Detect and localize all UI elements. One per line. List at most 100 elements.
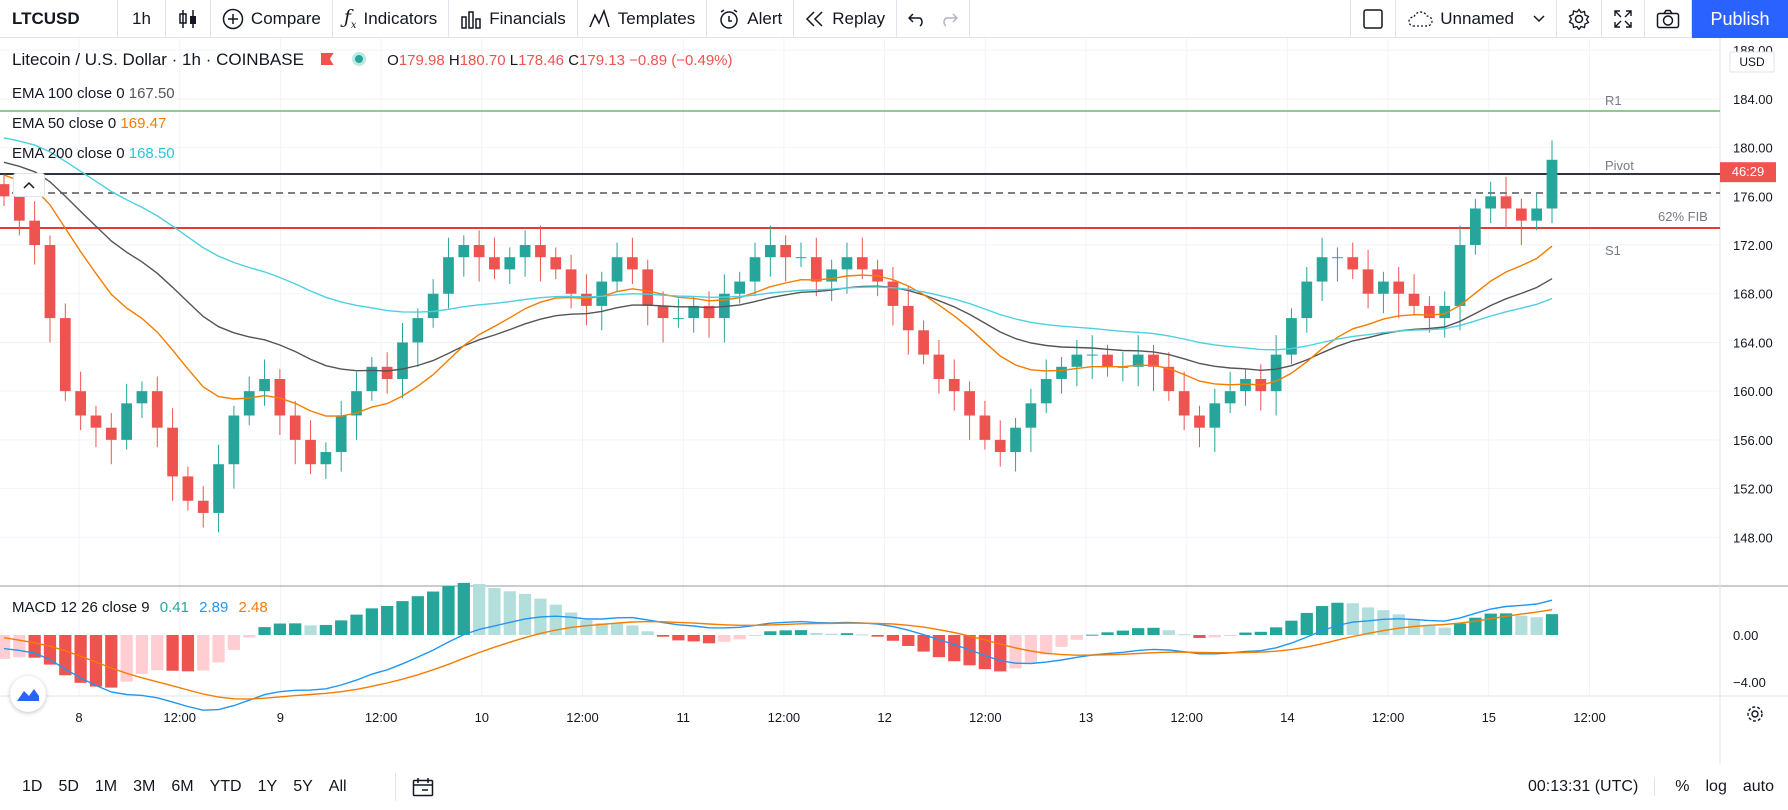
candle-body bbox=[351, 391, 362, 416]
candle-body bbox=[105, 427, 117, 440]
templates-button[interactable]: Templates bbox=[578, 0, 708, 38]
macd-histogram-bar bbox=[994, 635, 1007, 672]
price-tick-label: 168.00 bbox=[1733, 287, 1773, 302]
compare-button[interactable]: Compare bbox=[211, 0, 333, 38]
date-range-button[interactable] bbox=[394, 773, 439, 801]
candle-body bbox=[13, 196, 25, 221]
macd-histogram-bar bbox=[89, 635, 103, 687]
ema200-line[interactable] bbox=[3, 137, 1553, 351]
macd-legend[interactable]: MACD 12 26 close 9 0.41 2.89 2.48 bbox=[12, 599, 268, 616]
macd-histogram-bar bbox=[166, 635, 179, 671]
candle-body bbox=[1424, 305, 1435, 319]
macd-histogram-bar bbox=[1193, 635, 1206, 638]
range-button-3m[interactable]: 3M bbox=[133, 778, 156, 795]
axis-settings-gear-icon[interactable] bbox=[1747, 706, 1763, 722]
macd-line[interactable] bbox=[3, 599, 1553, 711]
redo-icon[interactable] bbox=[940, 11, 959, 27]
macd-histogram-bar bbox=[1346, 603, 1359, 635]
clock-display[interactable]: 00:13:31 (UTC) bbox=[1520, 778, 1656, 796]
fullscreen-button[interactable] bbox=[1602, 0, 1645, 38]
ema100-line[interactable] bbox=[3, 161, 1553, 372]
candle-body bbox=[243, 391, 255, 416]
time-tick-label: 12:00 bbox=[566, 710, 599, 725]
auto-toggle[interactable]: auto bbox=[1742, 778, 1774, 795]
macd-signal-line[interactable] bbox=[3, 609, 1553, 700]
candle-body bbox=[136, 391, 148, 404]
price-tick-label: 152.00 bbox=[1733, 482, 1773, 497]
candle-body bbox=[182, 476, 194, 501]
range-button-ytd[interactable]: YTD bbox=[209, 778, 242, 795]
macd-histogram-bar bbox=[411, 596, 424, 635]
candle-body bbox=[1531, 208, 1543, 221]
candle-body bbox=[627, 257, 638, 270]
macd-histogram-bar bbox=[656, 635, 670, 637]
snapshot-button[interactable] bbox=[1645, 0, 1692, 38]
macd-histogram-bar bbox=[1499, 613, 1513, 635]
low-value: 178.46 bbox=[518, 52, 565, 69]
macd-histogram-bar bbox=[427, 591, 440, 635]
collapse-legend-button[interactable] bbox=[13, 173, 45, 197]
log-toggle[interactable]: log bbox=[1705, 778, 1727, 795]
time-tick-label: 12 bbox=[877, 710, 891, 725]
range-button-5y[interactable]: 5Y bbox=[293, 778, 313, 795]
financials-button[interactable]: Financials bbox=[449, 0, 578, 38]
open-label: O bbox=[387, 52, 399, 69]
macd-histogram-bar bbox=[396, 601, 409, 635]
macd-tick-label: −4.00 bbox=[1733, 675, 1766, 690]
series-legend[interactable]: Litecoin / U.S. Dollar · 1h · COINBASE O… bbox=[12, 50, 733, 70]
chart-type-button[interactable] bbox=[166, 0, 211, 38]
macd-histogram-bar bbox=[1178, 634, 1191, 636]
currency-badge[interactable] bbox=[1729, 51, 1775, 73]
select-layout-button[interactable] bbox=[1350, 0, 1397, 38]
ema200-legend[interactable]: EMA 200 close 0 168.50 bbox=[12, 145, 175, 162]
symbol-search[interactable]: LTCUSD bbox=[0, 0, 118, 38]
candle-body bbox=[1316, 257, 1328, 282]
range-button-5d[interactable]: 5D bbox=[58, 778, 79, 795]
chart-canvas[interactable]: 188.00184.00180.00176.00172.00168.00164.… bbox=[0, 38, 1788, 764]
layout-name-button[interactable]: Unnamed bbox=[1396, 0, 1557, 38]
time-tick-label: 12:00 bbox=[163, 710, 196, 725]
percent-toggle[interactable]: % bbox=[1675, 778, 1690, 795]
candle-body bbox=[412, 318, 424, 343]
time-tick-label: 11 bbox=[676, 710, 690, 725]
ema100-legend[interactable]: EMA 100 close 0 167.50 bbox=[12, 85, 175, 102]
candle-body bbox=[1332, 257, 1343, 259]
macd-histogram-bar bbox=[120, 635, 133, 682]
ema50-line[interactable] bbox=[3, 174, 1553, 417]
macd-histogram-bar bbox=[978, 635, 992, 670]
candle-body bbox=[1301, 281, 1313, 319]
alert-button[interactable]: Alert bbox=[707, 0, 795, 38]
range-button-1m[interactable]: 1M bbox=[94, 778, 118, 795]
bottom-toolbar: 1D 5D 1M 3M 6M YTD 1Y 5Y All 00:13:31 (UTC) % lo… bbox=[0, 764, 1788, 810]
candle-body bbox=[1470, 208, 1481, 246]
candle-body bbox=[1148, 354, 1159, 367]
candle-body bbox=[197, 500, 209, 513]
interval-button[interactable]: 1h bbox=[118, 0, 166, 38]
replay-button[interactable]: Replay bbox=[794, 0, 898, 38]
flag-icon[interactable] bbox=[320, 53, 334, 65]
candle-body bbox=[703, 305, 715, 319]
macd-histogram-bar bbox=[135, 635, 149, 674]
range-button-6m[interactable]: 6M bbox=[171, 778, 194, 795]
ema50-legend[interactable]: EMA 50 close 0 169.47 bbox=[12, 115, 166, 132]
publish-button[interactable]: Publish bbox=[1692, 0, 1788, 38]
last-price-badge[interactable] bbox=[1720, 162, 1776, 183]
range-button-1y[interactable]: 1Y bbox=[257, 778, 278, 795]
macd-histogram-bar bbox=[687, 635, 700, 642]
indicators-button[interactable]: ƒx Indicators bbox=[333, 0, 450, 38]
undo-icon[interactable] bbox=[908, 11, 926, 27]
macd-histogram-bar bbox=[1285, 620, 1298, 635]
candle-body bbox=[121, 403, 132, 440]
level-label-s1: S1 bbox=[1605, 243, 1621, 258]
price-tick-label: 160.00 bbox=[1733, 384, 1773, 399]
price-tick-label: 176.00 bbox=[1733, 189, 1773, 204]
range-button-1d[interactable]: 1D bbox=[22, 778, 43, 795]
macd-histogram-bar bbox=[1101, 632, 1114, 635]
macd-histogram-bar bbox=[1515, 615, 1528, 635]
settings-button[interactable] bbox=[1557, 0, 1602, 38]
time-tick-label: 8 bbox=[75, 710, 82, 725]
interval-label: 1h bbox=[132, 8, 151, 28]
tradingview-logo[interactable] bbox=[10, 676, 46, 712]
range-button-all[interactable]: All bbox=[328, 778, 347, 795]
